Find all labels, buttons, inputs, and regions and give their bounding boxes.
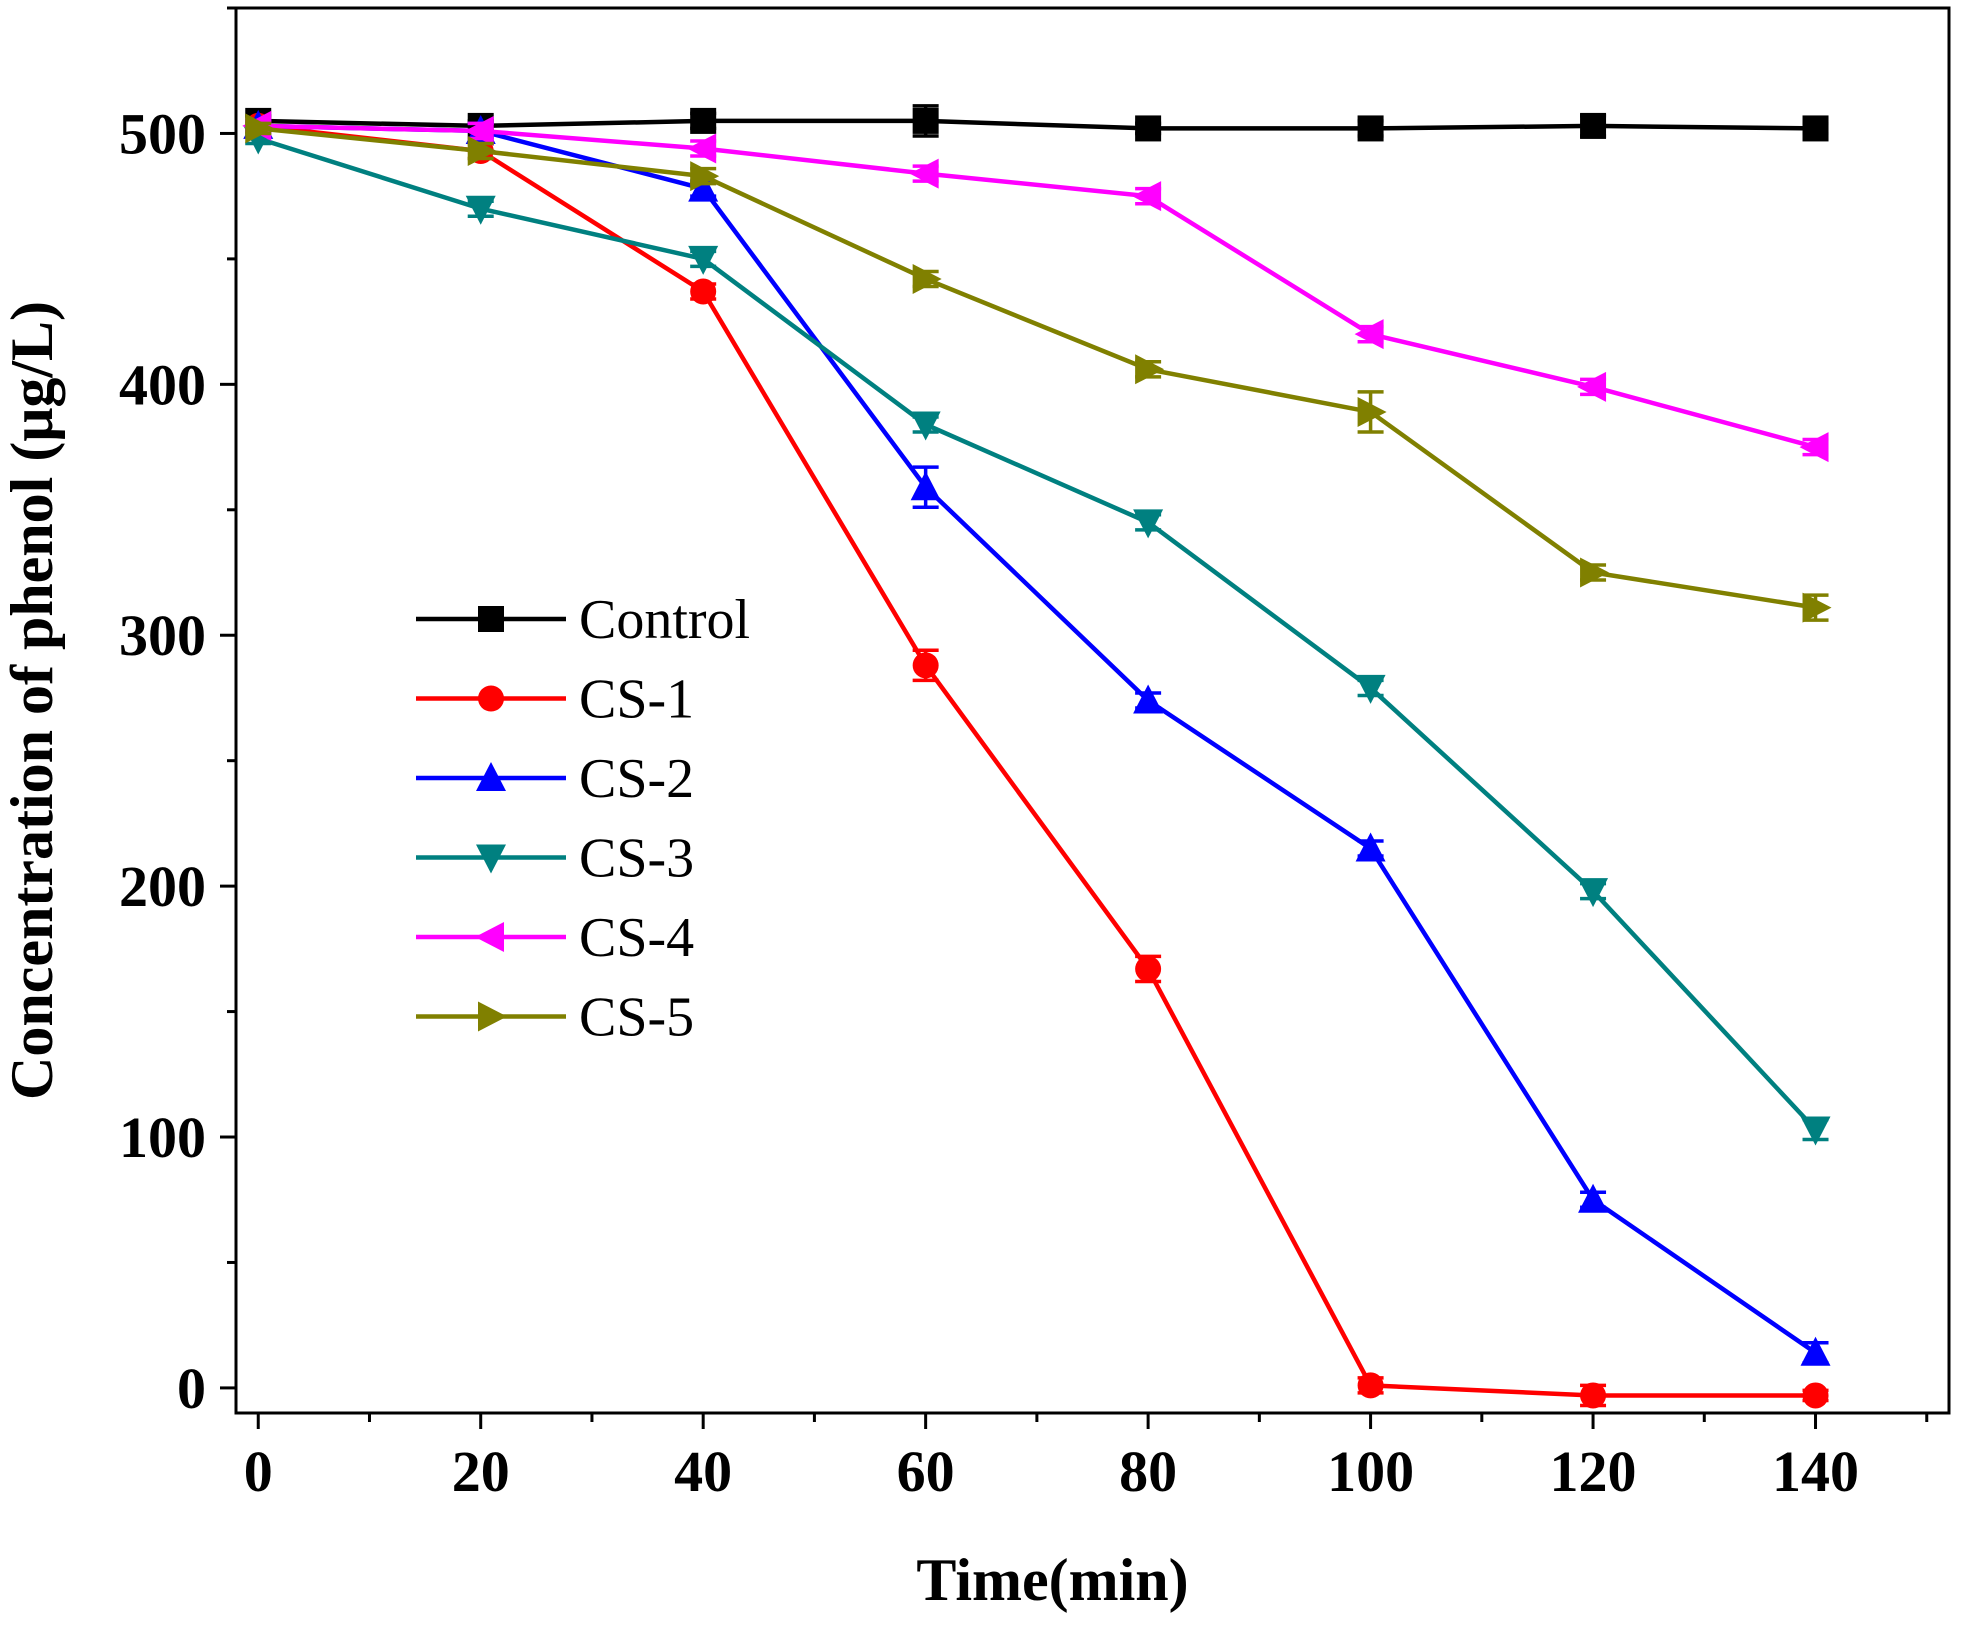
legend-marker: [476, 844, 506, 874]
data-point: [1802, 592, 1832, 623]
series-line: [258, 123, 1817, 450]
x-tick-label: 60: [897, 1439, 955, 1504]
plot-frame: [234, 6, 1951, 1415]
data-point: [1580, 557, 1610, 588]
series-line: [257, 136, 1818, 1132]
series-cs-1: [245, 112, 1829, 1409]
x-tick-label: 100: [1327, 1439, 1414, 1504]
y-tick-label: 300: [119, 603, 206, 668]
data-point: [912, 107, 939, 134]
x-tick-label: 140: [1772, 1439, 1859, 1504]
series-line: [257, 123, 1816, 1398]
data-point: [1357, 396, 1387, 427]
y-axis-title: Concentration of phenol (μg/L): [0, 301, 65, 1100]
legend-item: CS-3: [416, 828, 694, 890]
x-axis-title: Time(min): [916, 1547, 1188, 1613]
data-point: [1578, 878, 1609, 908]
data-point: [912, 263, 942, 294]
legend-marker: [476, 762, 506, 791]
legend-marker: [478, 685, 504, 712]
data-point: [245, 113, 275, 144]
data-point: [688, 245, 719, 275]
legend-label: CS-5: [579, 987, 694, 1049]
legend-label: CS-1: [579, 669, 694, 731]
x-tick-label: 0: [244, 1439, 273, 1504]
data-point: [1135, 955, 1162, 982]
data-point: [690, 278, 717, 305]
legend-item: CS-5: [416, 987, 694, 1049]
series-line: [258, 118, 1816, 131]
y-tick-label: 500: [119, 101, 206, 166]
data-point: [1578, 1183, 1609, 1213]
legend-item: CS-2: [416, 748, 694, 810]
data-point: [910, 411, 941, 441]
data-point: [1802, 1382, 1829, 1409]
data-point: [909, 158, 939, 189]
y-tick-label: 0: [177, 1356, 206, 1421]
data-point: [690, 107, 717, 134]
data-point: [1355, 674, 1386, 704]
x-tick-label: 20: [452, 1439, 510, 1504]
data-point: [688, 172, 719, 202]
data-point: [1355, 832, 1386, 862]
legend-item: Control: [416, 589, 750, 651]
legend-label: CS-4: [579, 907, 694, 969]
legend-marker: [475, 922, 504, 952]
y-tick-label: 100: [119, 1105, 206, 1170]
legend-marker: [478, 1001, 507, 1032]
x-tick-label: 120: [1550, 1439, 1637, 1504]
legend-item: CS-4: [416, 907, 694, 969]
data-point: [1133, 509, 1164, 539]
data-point: [1135, 354, 1165, 385]
series-line: [258, 126, 1816, 610]
data-point: [1802, 115, 1829, 142]
data-point: [464, 115, 494, 146]
data-point: [1357, 1372, 1384, 1399]
data-point: [1132, 181, 1162, 212]
data-point: [687, 133, 717, 164]
data-point: [1135, 115, 1162, 142]
data-point: [1580, 1382, 1607, 1409]
series-cs-2: [243, 109, 1831, 1366]
series-cs-5: [245, 113, 1832, 623]
x-tick-label: 80: [1119, 1439, 1177, 1504]
data-point: [1799, 432, 1829, 463]
legend: Control CS-1 CS-2 CS-3 CS-4 CS-5: [416, 589, 750, 1049]
data-point: [465, 195, 496, 225]
y-tick-label: 200: [119, 854, 206, 919]
series-cs-4: [242, 110, 1829, 463]
legend-label: CS-3: [579, 828, 694, 890]
series-cs-3: [243, 125, 1831, 1146]
data-point: [690, 161, 720, 192]
data-point: [910, 471, 941, 501]
data-point: [1357, 115, 1384, 142]
data-point: [1580, 112, 1607, 139]
data-point: [1577, 371, 1607, 402]
x-tick-label: 40: [674, 1439, 732, 1504]
legend-label: CS-2: [579, 748, 694, 810]
series-line: [258, 123, 1817, 1355]
legend-label: Control: [579, 589, 750, 651]
y-tick-label: 400: [119, 352, 206, 417]
legend-item: CS-1: [416, 669, 694, 731]
data-point: [1800, 1116, 1831, 1146]
data-point: [1800, 1336, 1831, 1366]
legend-marker: [478, 606, 504, 632]
data-point: [912, 652, 939, 679]
data-point: [1133, 684, 1164, 714]
data-point: [1354, 319, 1384, 350]
data-point: [467, 136, 497, 167]
